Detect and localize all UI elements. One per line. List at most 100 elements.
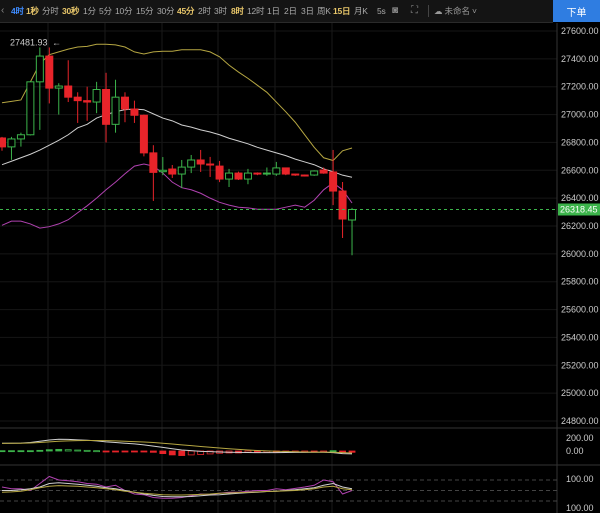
toolbar: ‹ 4时 1秒 分时 30秒 1分 5分 10分 15分 30分 45分 2时 3时 8时 12时 1日 2日… — [0, 0, 553, 23]
candle-body — [310, 170, 319, 176]
candle-body — [54, 85, 63, 89]
interval-3[interactable]: 30秒 — [62, 6, 80, 16]
interval-18[interactable]: 15日 — [333, 6, 351, 16]
price-tick: 25200.00 — [561, 360, 599, 370]
chart-canvas[interactable]: 27600.00 27400.00 27200.00 27000.00 26800.00… — [0, 23, 600, 513]
order-button[interactable]: 下单 — [553, 0, 600, 22]
candle-body — [196, 159, 205, 165]
candle-body — [149, 152, 158, 173]
interval-13[interactable]: 12时 — [247, 6, 265, 16]
candle-body — [139, 114, 148, 154]
candle-body — [319, 169, 328, 174]
divider — [428, 5, 429, 17]
candle — [196, 149, 205, 172]
macd-bar — [83, 449, 91, 452]
interval-0[interactable]: 4时 — [11, 6, 24, 16]
macd-bar — [140, 450, 148, 453]
price-tick: 26800.00 — [561, 137, 599, 147]
interval-8[interactable]: 30分 — [157, 6, 175, 16]
candle-body — [243, 172, 252, 180]
chevron-left-icon[interactable]: ‹ — [1, 5, 5, 16]
current-price-label: 26318.45 — [560, 205, 598, 215]
macd-bar — [93, 450, 100, 453]
candle-body — [348, 209, 357, 221]
fullscreen-icon[interactable]: ⛶ — [411, 5, 418, 16]
candle — [206, 156, 215, 177]
layout-name: 未命名 — [444, 6, 471, 16]
interval-15[interactable]: 2日 — [284, 6, 297, 16]
candle — [54, 83, 63, 115]
candle-body — [225, 172, 234, 180]
candle — [158, 157, 167, 176]
interval-11[interactable]: 3时 — [214, 6, 227, 16]
candle-body — [158, 169, 167, 173]
macd-dif-line — [2, 438, 353, 455]
candle-body — [92, 89, 101, 103]
price-tick: 26600.00 — [561, 165, 599, 175]
candle — [130, 100, 139, 123]
layout-menu[interactable]: ☁ 未命名 ˅ — [434, 0, 477, 22]
candle-body — [187, 159, 196, 168]
candle-body — [45, 55, 54, 89]
candle-body — [300, 174, 309, 177]
macd-bar — [64, 449, 72, 452]
macd-bar — [348, 450, 356, 453]
candle — [234, 171, 243, 181]
macd-bar — [112, 450, 119, 453]
candle — [102, 72, 111, 143]
camera-icon[interactable]: ◙ — [392, 5, 399, 16]
candle-body — [120, 96, 129, 110]
interval-4[interactable]: 1分 — [83, 6, 96, 16]
interval-19[interactable]: 月K — [354, 6, 368, 16]
candle-body — [281, 167, 290, 175]
interval-6[interactable]: 10分 — [115, 6, 133, 16]
interval-17[interactable]: 周K — [317, 6, 331, 16]
oscillator-tick: 100.00 — [566, 474, 594, 484]
macd-bar — [0, 450, 6, 453]
oscillator-d-line — [2, 482, 353, 498]
candle — [319, 167, 328, 174]
macd-bar — [168, 450, 176, 456]
macd-bar — [159, 450, 167, 454]
price-tick: 26000.00 — [561, 249, 599, 259]
price-tick: 26400.00 — [561, 193, 599, 203]
macd-bar — [187, 450, 195, 456]
macd-bar — [149, 450, 157, 453]
macd-bar — [45, 449, 53, 452]
macd-bar — [178, 450, 186, 456]
candle-body — [272, 167, 281, 175]
candle-body — [329, 171, 338, 192]
candle — [139, 114, 148, 157]
interval-9[interactable]: 45分 — [177, 6, 195, 16]
candle-body — [111, 96, 120, 125]
interval-20[interactable]: 5s — [377, 6, 386, 16]
interval-14[interactable]: 1日 — [267, 6, 280, 16]
bollinger-lower-line — [1, 163, 353, 229]
interval-1[interactable]: 1秒 — [26, 6, 39, 16]
candle-body — [177, 166, 186, 175]
cloud-icon: ☁ — [434, 6, 443, 16]
candle-body — [83, 100, 92, 103]
candle-body — [7, 138, 16, 148]
interval-2[interactable]: 分时 — [42, 6, 59, 16]
candle — [7, 136, 16, 160]
bollinger-upper-line — [1, 43, 353, 162]
macd-tick: 0.00 — [566, 446, 584, 456]
macd-bar — [26, 450, 34, 453]
candle — [187, 154, 196, 174]
candle-body — [16, 134, 25, 140]
price-tick: 27200.00 — [561, 82, 599, 92]
candle-body — [253, 172, 262, 175]
macd-bar — [102, 450, 110, 453]
interval-10[interactable]: 2时 — [198, 6, 211, 16]
candle-body — [168, 168, 177, 175]
interval-7[interactable]: 15分 — [136, 6, 154, 16]
high-price-marker: 27481.93 — [10, 37, 48, 47]
candle-body — [26, 81, 35, 136]
interval-5[interactable]: 5分 — [99, 6, 112, 16]
candle-body — [64, 85, 73, 98]
candle-body — [102, 89, 111, 125]
interval-12[interactable]: 8时 — [231, 6, 244, 16]
interval-16[interactable]: 3日 — [301, 6, 314, 16]
macd-dea-line — [1, 439, 353, 454]
